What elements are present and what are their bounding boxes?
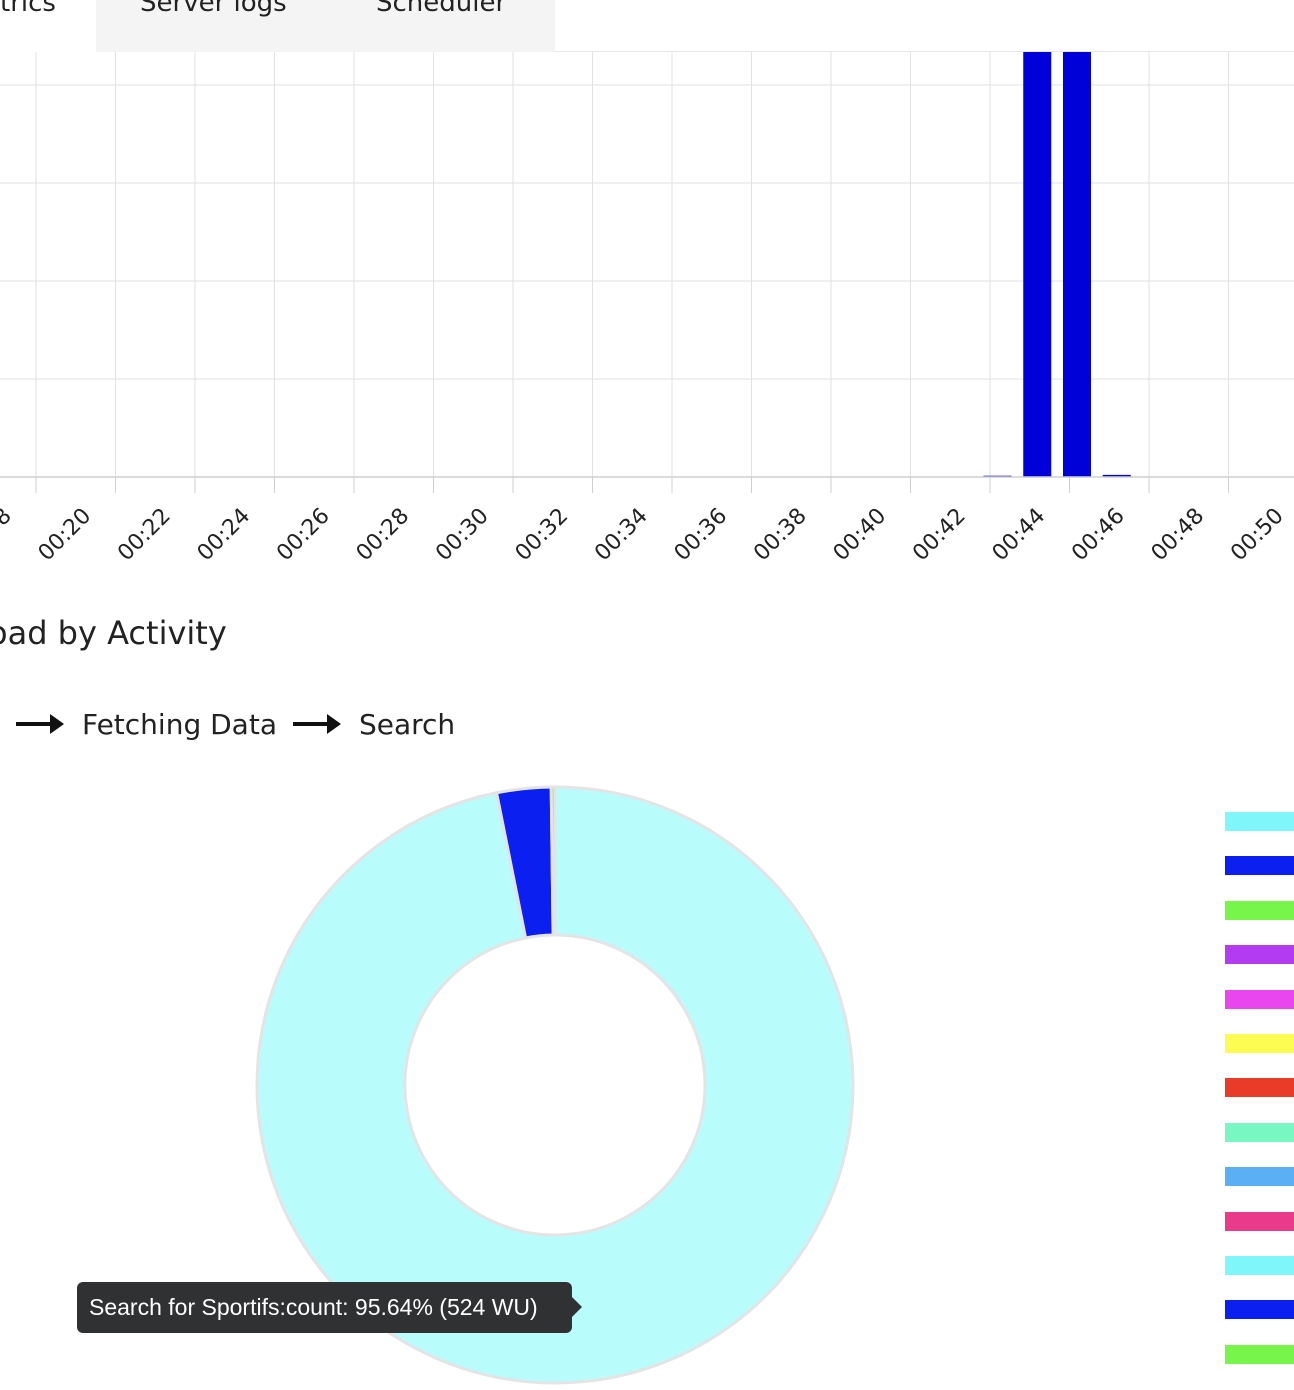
legend-swatch[interactable] [1225,812,1294,831]
donut-slice[interactable] [255,785,855,1385]
legend-swatch[interactable] [1225,1034,1294,1053]
x-tick-label: 00:50 [1226,504,1289,567]
x-tick-label: 00:24 [193,504,256,567]
timeline-x-ticks: 8 00:20 00:22 00:24 00:26 00:28 00:30 00:32 00:3… [0,476,1294,567]
tab-bar-border [555,51,1294,52]
x-tick-label: 00:20 [34,504,97,567]
timeline-bar[interactable] [1102,474,1131,477]
legend-swatch[interactable] [1225,1211,1294,1231]
x-tick-label: 00:46 [1067,504,1130,567]
activity-donut-chart [255,785,855,1385]
donut-slices [255,785,855,1385]
tab-scheduler[interactable]: Scheduler [326,0,555,52]
tab-metrics-label: etrics [0,0,56,18]
tab-scheduler-label: Scheduler [376,0,507,18]
legend-swatch[interactable] [1225,1167,1294,1187]
timeline-bar[interactable] [1023,52,1052,477]
x-tick-label: 00:30 [431,504,494,567]
legend-swatch[interactable] [1225,856,1294,876]
breadcrumb: Fetching Data Search [16,704,471,744]
timeline-bars [983,52,1131,477]
x-tick-label: 00:48 [1147,504,1210,567]
x-tick-label: 00:36 [670,504,733,567]
x-tick-label: 00:28 [352,504,415,567]
legend-swatch[interactable] [1225,1300,1294,1320]
legend-swatch[interactable] [1225,900,1294,920]
legend-swatch[interactable] [1225,945,1294,965]
tab-server-logs[interactable]: Server logs [96,0,326,52]
x-tick-label: 00:22 [113,504,176,567]
chart-tooltip: Search for Sportifs:count: 95.64% (524 W… [77,1282,582,1333]
legend-swatch[interactable] [1225,1256,1294,1275]
tab-server-logs-label: Server logs [140,0,287,18]
breadcrumb-item-search[interactable]: Search [358,707,456,741]
arrow-right-icon [16,714,64,734]
donut-slice[interactable] [549,785,557,937]
x-tick-label: 00:44 [988,504,1051,567]
x-tick-label: 8 [0,504,17,532]
legend-swatch[interactable] [1225,1344,1294,1364]
breadcrumb-item-fetching-data[interactable]: Fetching Data [82,707,277,741]
timeline-bar-chart: 8 00:20 00:22 00:24 00:26 00:28 00:30 00:32 00:3… [0,52,1294,567]
x-tick-label: 00:34 [590,504,653,567]
legend-swatch[interactable] [1225,989,1294,1009]
section-title: oad by Activity [0,614,227,652]
timeline-bar[interactable] [1063,52,1091,477]
x-tick-label: 00:32 [511,504,574,567]
timeline-grid [0,52,1294,478]
tab-metrics[interactable]: etrics [0,0,96,52]
x-tick-label: 00:26 [272,504,335,567]
x-tick-label: 00:38 [749,504,812,567]
arrow-right-icon [292,714,341,734]
x-tick-label: 00:42 [908,504,971,567]
x-tick-label: 00:40 [829,504,892,567]
legend-swatch[interactable] [1225,1078,1294,1098]
legend-swatch[interactable] [1225,1122,1294,1142]
tab-bar: etrics Server logs Scheduler [0,0,1294,52]
